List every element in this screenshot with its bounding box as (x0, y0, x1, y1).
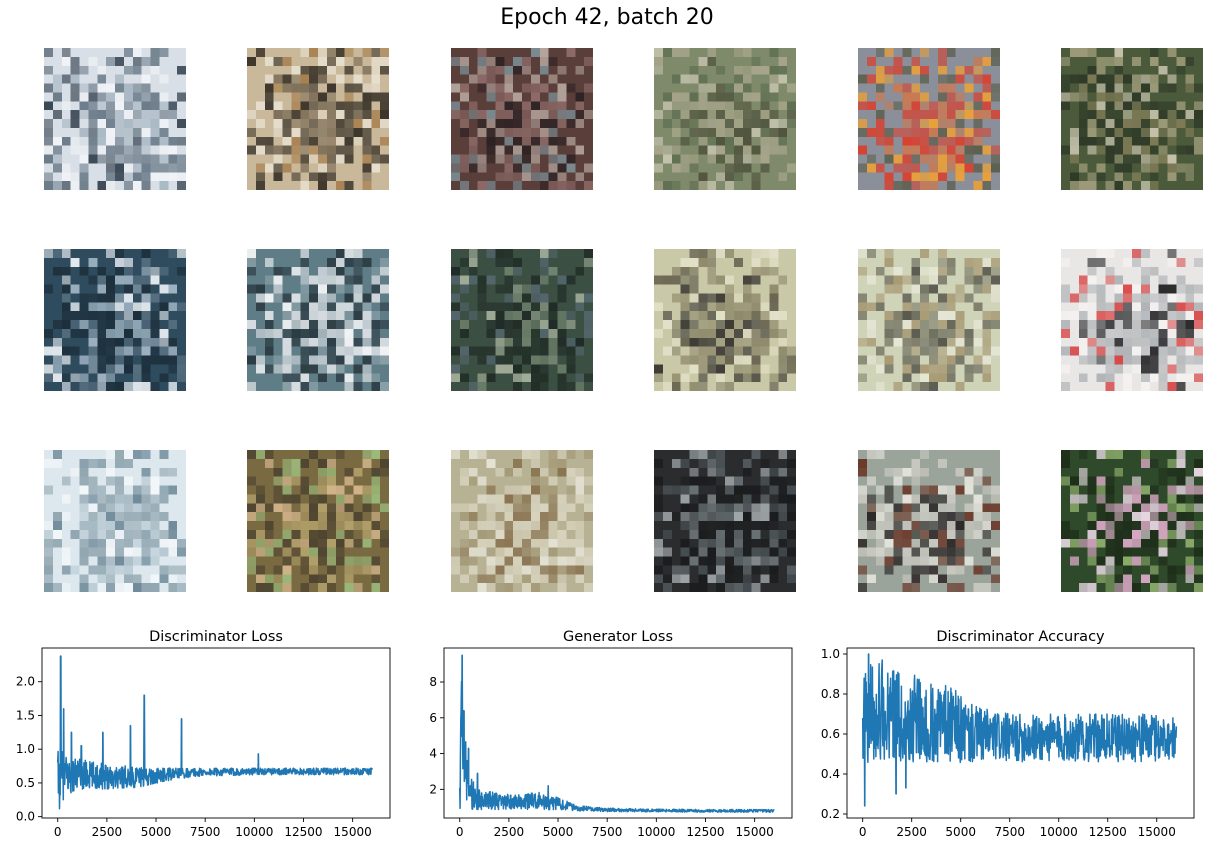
generated-sample-image (858, 249, 1000, 391)
y-tick-label: 0.8 (821, 687, 840, 701)
x-tick-label: 10000 (1040, 825, 1078, 839)
y-tick-label: 0.0 (16, 810, 35, 824)
x-tick-label: 2500 (896, 825, 927, 839)
plot-frame (41, 647, 391, 819)
generated-sample-image (451, 48, 593, 190)
generated-sample-image (1061, 249, 1203, 391)
x-tick-label: 12500 (686, 825, 724, 839)
y-tick-label: 2 (429, 782, 437, 796)
chart-title: Generator Loss (563, 629, 673, 645)
x-tick-label: 12500 (1089, 825, 1127, 839)
chart-title: Discriminator Loss (149, 629, 283, 645)
y-tick-label: 8 (429, 675, 437, 689)
x-tick-label: 2500 (92, 825, 123, 839)
plot-frame (846, 647, 1195, 819)
y-tick-label: 6 (429, 711, 437, 725)
x-tick-label: 10000 (637, 825, 675, 839)
x-tick-label: 12500 (284, 825, 322, 839)
generated-sample-image (451, 249, 593, 391)
generated-sample-image (44, 450, 186, 592)
y-tick-label: 4 (429, 747, 437, 761)
generated-sample-image (1061, 48, 1203, 190)
y-tick-label: 0.2 (821, 807, 840, 821)
y-tick-label: 1.0 (16, 742, 35, 756)
generated-sample-image (1061, 450, 1203, 592)
figure-title: Epoch 42, batch 20 (500, 5, 714, 30)
series-line (56, 655, 374, 810)
x-tick-label: 5000 (945, 825, 976, 839)
x-tick-label: 0 (859, 825, 867, 839)
y-tick-label: 0.5 (16, 776, 35, 790)
generated-sample-image (654, 249, 796, 391)
y-tick-label: 1.0 (821, 647, 840, 661)
x-tick-label: 0 (54, 825, 62, 839)
generated-sample-image (654, 48, 796, 190)
chart-0: Discriminator Loss 0 2500 5000 7500 10000 1250… (16, 629, 391, 839)
generated-sample-image (858, 450, 1000, 592)
series-line (458, 654, 775, 814)
chart-2: Discriminator Accuracy 0 2500 5000 7500 10000… (821, 629, 1195, 839)
chart-title: Discriminator Accuracy (936, 629, 1105, 645)
x-tick-label: 5000 (543, 825, 574, 839)
x-tick-label: 15000 (736, 825, 774, 839)
x-tick-label: 15000 (1138, 825, 1176, 839)
generated-sample-image (654, 450, 796, 592)
y-tick-label: 0.6 (821, 727, 840, 741)
y-tick-label: 0.4 (821, 767, 840, 781)
y-tick-label: 2.0 (16, 675, 35, 689)
generated-sample-image (247, 249, 389, 391)
generated-sample-image (44, 249, 186, 391)
x-tick-label: 7500 (190, 825, 221, 839)
series-line (861, 653, 1178, 807)
x-tick-label: 5000 (141, 825, 172, 839)
generated-sample-image (451, 450, 593, 592)
generated-sample-image (858, 48, 1000, 190)
y-tick-label: 1.5 (16, 708, 35, 722)
x-tick-label: 15000 (334, 825, 372, 839)
plot-frame (443, 647, 793, 819)
x-tick-label: 7500 (994, 825, 1025, 839)
generated-sample-image (247, 48, 389, 190)
x-tick-label: 7500 (592, 825, 623, 839)
generated-sample-image (44, 48, 186, 190)
x-tick-label: 2500 (494, 825, 525, 839)
x-tick-label: 0 (456, 825, 464, 839)
chart-1: Generator Loss 0 2500 5000 7500 10000 12500 150… (429, 629, 793, 839)
generated-sample-image (247, 450, 389, 592)
x-tick-label: 10000 (235, 825, 273, 839)
